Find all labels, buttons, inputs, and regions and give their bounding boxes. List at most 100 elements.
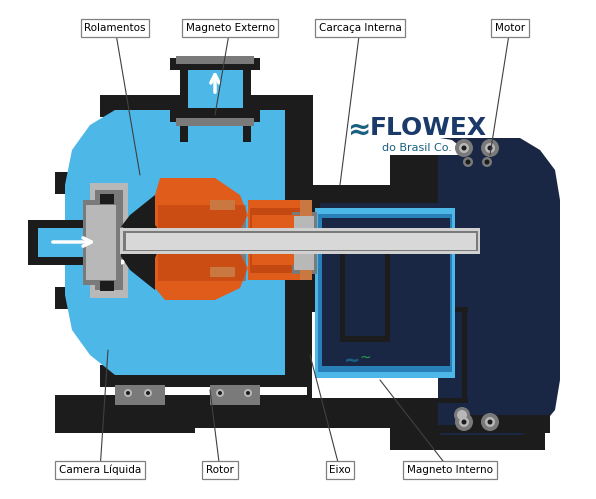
Bar xyxy=(55,395,545,425)
Circle shape xyxy=(120,244,125,249)
Bar xyxy=(83,200,121,285)
Circle shape xyxy=(120,259,125,264)
Circle shape xyxy=(244,389,252,397)
Circle shape xyxy=(216,389,224,397)
Bar xyxy=(28,220,38,265)
Text: Camera Líquida: Camera Líquida xyxy=(59,465,141,475)
Bar xyxy=(100,365,300,387)
Bar xyxy=(85,175,135,305)
Bar xyxy=(318,214,452,372)
Circle shape xyxy=(459,417,469,427)
Bar xyxy=(126,233,476,250)
Bar xyxy=(90,183,128,298)
Bar xyxy=(310,377,485,395)
Bar xyxy=(28,257,106,265)
Text: ~: ~ xyxy=(359,351,371,365)
Circle shape xyxy=(461,420,467,425)
Text: do Brasil Co.: do Brasil Co. xyxy=(382,143,452,153)
Bar xyxy=(250,208,305,273)
Bar xyxy=(285,95,313,387)
Circle shape xyxy=(488,420,492,425)
Bar xyxy=(307,307,312,403)
Bar xyxy=(120,228,480,254)
Circle shape xyxy=(116,236,120,241)
Circle shape xyxy=(485,160,489,165)
Circle shape xyxy=(485,143,495,153)
Circle shape xyxy=(481,413,499,431)
Bar xyxy=(158,205,246,233)
Polygon shape xyxy=(155,246,248,300)
Bar xyxy=(55,400,485,428)
Text: Magneto Externo: Magneto Externo xyxy=(185,23,275,33)
Circle shape xyxy=(463,157,473,167)
Bar xyxy=(210,385,260,405)
Bar xyxy=(390,415,550,433)
Bar xyxy=(390,395,545,450)
Circle shape xyxy=(461,146,467,151)
Text: Eixo: Eixo xyxy=(329,465,351,475)
Bar xyxy=(55,287,91,309)
Polygon shape xyxy=(155,178,248,238)
Bar xyxy=(115,110,285,372)
Bar xyxy=(294,216,314,270)
Bar xyxy=(315,208,455,378)
Bar xyxy=(100,95,300,117)
Bar xyxy=(32,225,107,260)
Bar xyxy=(310,280,485,428)
Polygon shape xyxy=(440,138,560,435)
Circle shape xyxy=(241,386,255,400)
Bar xyxy=(123,231,478,251)
Text: ≈: ≈ xyxy=(348,116,371,144)
Bar xyxy=(252,215,302,265)
Circle shape xyxy=(246,391,250,395)
Bar xyxy=(95,190,123,290)
Bar xyxy=(310,185,390,395)
Bar xyxy=(210,200,235,210)
Bar xyxy=(55,172,91,194)
Circle shape xyxy=(146,391,150,395)
Bar xyxy=(310,398,468,403)
Bar xyxy=(86,205,116,280)
Circle shape xyxy=(124,389,132,397)
Text: ~: ~ xyxy=(344,350,360,369)
Circle shape xyxy=(454,407,470,423)
Bar xyxy=(438,155,466,425)
Circle shape xyxy=(116,220,120,225)
Circle shape xyxy=(213,386,227,400)
Text: Magneto Interno: Magneto Interno xyxy=(407,465,493,475)
Circle shape xyxy=(465,160,470,165)
Bar xyxy=(390,155,485,310)
Bar xyxy=(310,310,465,400)
Text: Rolamentos: Rolamentos xyxy=(84,23,146,33)
Circle shape xyxy=(482,157,492,167)
Circle shape xyxy=(488,146,492,151)
Text: Motor: Motor xyxy=(495,23,525,33)
Bar xyxy=(176,118,254,126)
Circle shape xyxy=(126,391,130,395)
Bar xyxy=(345,248,385,336)
Bar xyxy=(465,185,485,395)
Bar xyxy=(170,108,260,122)
Circle shape xyxy=(459,143,469,153)
Bar xyxy=(100,194,114,204)
Bar xyxy=(310,307,468,312)
Bar xyxy=(248,200,308,280)
Circle shape xyxy=(218,391,222,395)
Bar xyxy=(310,185,485,203)
Bar xyxy=(100,281,114,291)
Bar xyxy=(55,415,195,433)
Bar xyxy=(322,218,450,366)
Bar xyxy=(292,212,317,274)
Bar xyxy=(210,267,235,277)
Circle shape xyxy=(455,139,473,157)
Polygon shape xyxy=(118,195,165,290)
Bar xyxy=(300,200,312,280)
Bar xyxy=(180,62,188,142)
Text: FLOWEX: FLOWEX xyxy=(370,116,487,140)
Polygon shape xyxy=(65,110,285,375)
Circle shape xyxy=(120,228,125,233)
Circle shape xyxy=(116,251,120,256)
Circle shape xyxy=(121,386,135,400)
Bar xyxy=(158,253,246,281)
Bar xyxy=(462,307,467,403)
